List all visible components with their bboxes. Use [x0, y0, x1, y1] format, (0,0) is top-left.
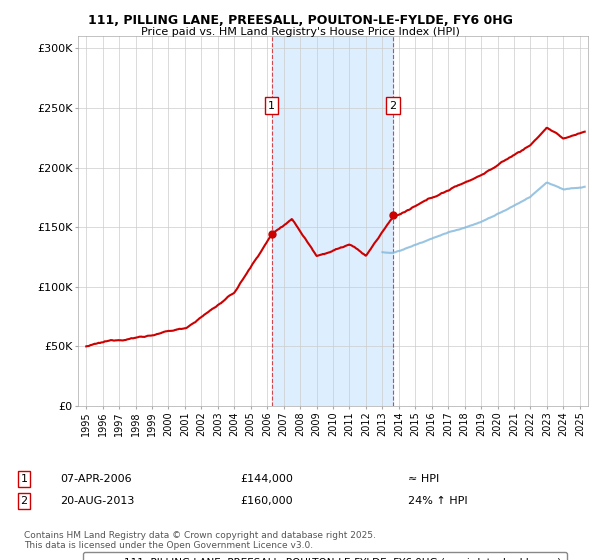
Text: £144,000: £144,000: [240, 474, 293, 484]
Text: 2: 2: [20, 496, 28, 506]
Text: £160,000: £160,000: [240, 496, 293, 506]
Legend: 111, PILLING LANE, PREESALL, POULTON-LE-FYLDE, FY6 0HG (semi-detached house), HP: 111, PILLING LANE, PREESALL, POULTON-LE-…: [83, 552, 568, 560]
Bar: [272, 36, 393, 406]
Text: 20-AUG-2013: 20-AUG-2013: [60, 496, 134, 506]
Text: 07-APR-2006: 07-APR-2006: [60, 474, 131, 484]
Text: 24% ↑ HPI: 24% ↑ HPI: [408, 496, 467, 506]
Text: 111, PILLING LANE, PREESALL, POULTON-LE-FYLDE, FY6 0HG: 111, PILLING LANE, PREESALL, POULTON-LE-…: [88, 14, 512, 27]
Text: 2: 2: [389, 101, 397, 110]
Text: 1: 1: [268, 101, 275, 110]
Text: 1: 1: [20, 474, 28, 484]
Text: Price paid vs. HM Land Registry's House Price Index (HPI): Price paid vs. HM Land Registry's House …: [140, 27, 460, 37]
Text: ≈ HPI: ≈ HPI: [408, 474, 439, 484]
Text: Contains HM Land Registry data © Crown copyright and database right 2025.
This d: Contains HM Land Registry data © Crown c…: [24, 530, 376, 550]
